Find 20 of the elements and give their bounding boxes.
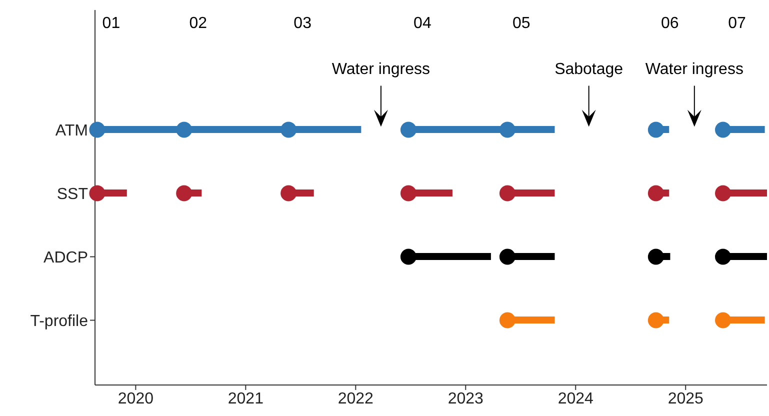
ref-line-label: Water ingress bbox=[332, 60, 430, 78]
text: 05 bbox=[512, 15, 530, 32]
x-tick-label: 2024 bbox=[558, 390, 594, 408]
y-tick-label: ATM bbox=[55, 122, 88, 140]
text: 07 bbox=[728, 15, 746, 32]
text: 06 bbox=[661, 15, 679, 32]
y-tick-label: SST bbox=[56, 186, 88, 203]
text: 02 bbox=[189, 15, 208, 32]
x-tick-label: 2020 bbox=[118, 390, 154, 408]
x-tick-label: 2022 bbox=[338, 390, 374, 408]
x-tick-label: 2021 bbox=[228, 390, 264, 408]
text: 03 bbox=[294, 15, 312, 32]
ref-line-label: Water ingress bbox=[645, 60, 744, 78]
ref-line-label: Sabotage bbox=[554, 60, 624, 78]
y-tick-label: T-profile bbox=[30, 312, 88, 330]
x-tick-label: 2025 bbox=[668, 390, 704, 408]
text: 01 bbox=[102, 15, 120, 32]
text: 04 bbox=[414, 15, 432, 32]
x-tick-label: 2023 bbox=[448, 390, 484, 408]
y-tick-label: ADCP bbox=[44, 249, 88, 266]
